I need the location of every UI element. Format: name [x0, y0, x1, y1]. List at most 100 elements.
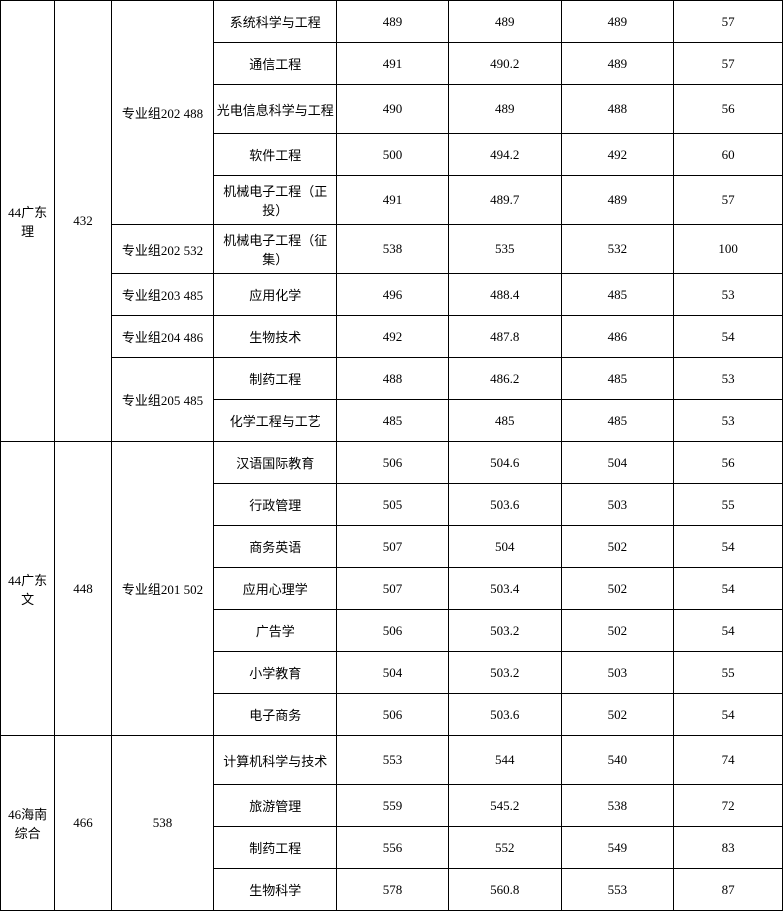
admission-score-table: 44广东理432专业组202 488系统科学与工程48948948957通信工程…	[0, 0, 783, 911]
major-cell: 制药工程	[214, 827, 337, 869]
value-cell: 578	[337, 869, 449, 911]
value-cell: 56	[674, 442, 783, 484]
value-cell: 486	[561, 316, 674, 358]
value-cell: 490	[337, 85, 449, 134]
value-cell: 489	[561, 1, 674, 43]
region-cell: 44广东文	[1, 442, 55, 736]
value-cell: 54	[674, 568, 783, 610]
value-cell: 74	[674, 736, 783, 785]
value-cell: 56	[674, 85, 783, 134]
value-cell: 545.2	[448, 785, 561, 827]
value-cell: 489.7	[448, 176, 561, 225]
value-cell: 55	[674, 652, 783, 694]
value-cell: 560.8	[448, 869, 561, 911]
major-cell: 机械电子工程（正投）	[214, 176, 337, 225]
table-row: 44广东理432专业组202 488系统科学与工程48948948957	[1, 1, 783, 43]
value-cell: 485	[448, 400, 561, 442]
table-row: 44广东文448专业组201 502汉语国际教育506504.650456	[1, 442, 783, 484]
value-cell: 485	[561, 274, 674, 316]
value-cell: 87	[674, 869, 783, 911]
value-cell: 485	[337, 400, 449, 442]
major-cell: 生物技术	[214, 316, 337, 358]
value-cell: 502	[561, 568, 674, 610]
major-cell: 光电信息科学与工程	[214, 85, 337, 134]
major-cell: 应用心理学	[214, 568, 337, 610]
major-cell: 制药工程	[214, 358, 337, 400]
value-cell: 491	[337, 43, 449, 85]
table-row: 专业组204 486生物技术492487.848654	[1, 316, 783, 358]
value-cell: 535	[448, 225, 561, 274]
value-cell: 503.6	[448, 484, 561, 526]
value-cell: 556	[337, 827, 449, 869]
value-cell: 502	[561, 610, 674, 652]
value-cell: 54	[674, 694, 783, 736]
value-cell: 504.6	[448, 442, 561, 484]
value-cell: 490.2	[448, 43, 561, 85]
value-cell: 559	[337, 785, 449, 827]
major-cell: 小学教育	[214, 652, 337, 694]
value-cell: 504	[561, 442, 674, 484]
value-cell: 72	[674, 785, 783, 827]
region-code-cell: 448	[55, 442, 111, 736]
value-cell: 488	[561, 85, 674, 134]
value-cell: 83	[674, 827, 783, 869]
value-cell: 489	[561, 43, 674, 85]
value-cell: 57	[674, 176, 783, 225]
value-cell: 532	[561, 225, 674, 274]
major-cell: 广告学	[214, 610, 337, 652]
value-cell: 489	[561, 176, 674, 225]
value-cell: 54	[674, 526, 783, 568]
major-cell: 通信工程	[214, 43, 337, 85]
value-cell: 507	[337, 568, 449, 610]
value-cell: 494.2	[448, 134, 561, 176]
value-cell: 552	[448, 827, 561, 869]
value-cell: 485	[561, 400, 674, 442]
table-row: 46海南综合466538计算机科学与技术55354454074	[1, 736, 783, 785]
value-cell: 489	[448, 1, 561, 43]
value-cell: 55	[674, 484, 783, 526]
major-cell: 应用化学	[214, 274, 337, 316]
value-cell: 60	[674, 134, 783, 176]
value-cell: 488.4	[448, 274, 561, 316]
value-cell: 503	[561, 484, 674, 526]
value-cell: 57	[674, 1, 783, 43]
value-cell: 503	[561, 652, 674, 694]
value-cell: 489	[337, 1, 449, 43]
major-cell: 商务英语	[214, 526, 337, 568]
value-cell: 487.8	[448, 316, 561, 358]
value-cell: 500	[337, 134, 449, 176]
group-cell: 专业组203 485	[111, 274, 214, 316]
group-cell: 专业组201 502	[111, 442, 214, 736]
value-cell: 549	[561, 827, 674, 869]
value-cell: 502	[561, 526, 674, 568]
value-cell: 553	[561, 869, 674, 911]
region-cell: 46海南综合	[1, 736, 55, 911]
value-cell: 54	[674, 316, 783, 358]
value-cell: 540	[561, 736, 674, 785]
value-cell: 54	[674, 610, 783, 652]
value-cell: 486.2	[448, 358, 561, 400]
region-extra-cell: 538	[111, 736, 214, 911]
region-code-cell: 466	[55, 736, 111, 911]
value-cell: 53	[674, 274, 783, 316]
value-cell: 505	[337, 484, 449, 526]
value-cell: 506	[337, 442, 449, 484]
value-cell: 544	[448, 736, 561, 785]
table-row: 专业组205 485制药工程488486.248553	[1, 358, 783, 400]
value-cell: 485	[561, 358, 674, 400]
value-cell: 57	[674, 43, 783, 85]
major-cell: 软件工程	[214, 134, 337, 176]
value-cell: 503.6	[448, 694, 561, 736]
major-cell: 汉语国际教育	[214, 442, 337, 484]
value-cell: 53	[674, 358, 783, 400]
group-cell: 专业组205 485	[111, 358, 214, 442]
value-cell: 504	[337, 652, 449, 694]
group-cell: 专业组202 488	[111, 1, 214, 225]
major-cell: 化学工程与工艺	[214, 400, 337, 442]
value-cell: 489	[448, 85, 561, 134]
region-cell: 44广东理	[1, 1, 55, 442]
major-cell: 机械电子工程（征集）	[214, 225, 337, 274]
group-cell: 专业组202 532	[111, 225, 214, 274]
value-cell: 503.4	[448, 568, 561, 610]
value-cell: 507	[337, 526, 449, 568]
